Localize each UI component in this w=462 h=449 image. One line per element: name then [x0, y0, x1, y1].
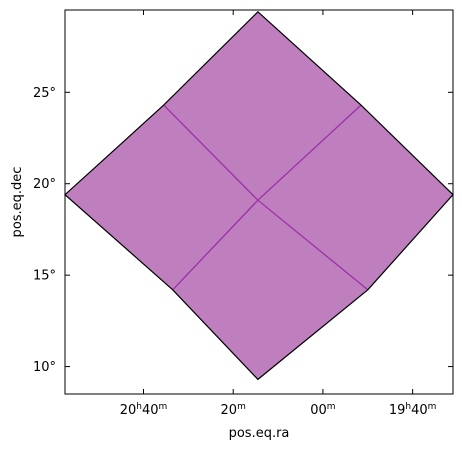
y-tick-label: 20°	[33, 177, 56, 192]
region-grid-line-2	[172, 104, 362, 291]
x-tick-label: 20m	[221, 402, 246, 418]
region-layer	[64, 10, 454, 381]
y-tick-label: 25°	[33, 86, 56, 101]
x-tick-label: 19h40m	[389, 402, 437, 418]
x-tick-label: 00m	[310, 402, 335, 418]
x-tick-label: 20h40m	[120, 402, 168, 418]
x-axis-label: pos.eq.ra	[229, 426, 290, 441]
y-tick-label: 10°	[33, 360, 56, 375]
y-tick-label: 15°	[33, 269, 56, 284]
region-outline	[64, 10, 454, 381]
axes-layer: 20h40m 20m 00m 19h40m 10° 15° 20° 25°	[33, 9, 454, 418]
region-fill	[65, 11, 453, 380]
axes-frame	[64, 9, 454, 395]
y-axis-label: pos.eq.dec	[10, 167, 25, 238]
